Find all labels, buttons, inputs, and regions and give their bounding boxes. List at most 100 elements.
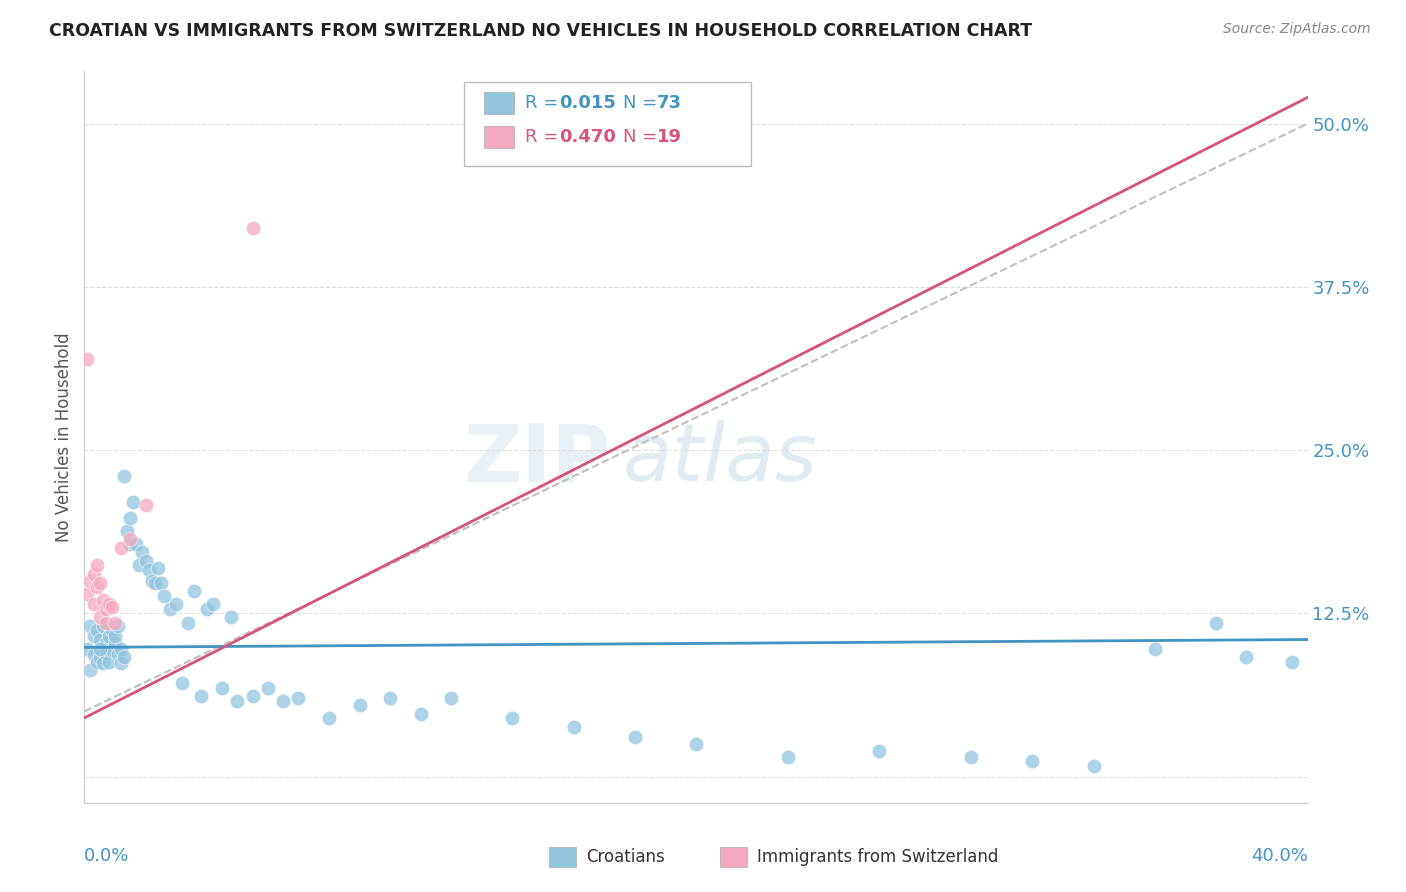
Point bbox=[141, 574, 163, 588]
Point bbox=[122, 495, 145, 509]
FancyBboxPatch shape bbox=[464, 82, 751, 167]
Point bbox=[101, 643, 124, 657]
Point bbox=[76, 641, 98, 656]
Point bbox=[172, 675, 194, 690]
Text: Immigrants from Switzerland: Immigrants from Switzerland bbox=[758, 848, 998, 866]
Point bbox=[135, 498, 157, 512]
Point bbox=[91, 593, 114, 607]
FancyBboxPatch shape bbox=[484, 126, 513, 148]
Point bbox=[89, 610, 111, 624]
Text: R =: R = bbox=[524, 94, 564, 112]
Y-axis label: No Vehicles in Household: No Vehicles in Household bbox=[55, 332, 73, 542]
Point bbox=[242, 221, 264, 235]
Point bbox=[86, 558, 108, 573]
Text: Croatians: Croatians bbox=[586, 848, 665, 866]
Point bbox=[76, 587, 98, 601]
Point bbox=[226, 694, 249, 708]
Point bbox=[562, 720, 585, 734]
Point bbox=[128, 558, 150, 573]
Point bbox=[107, 647, 129, 661]
Point bbox=[89, 576, 111, 591]
Point bbox=[101, 599, 124, 614]
Point bbox=[76, 351, 98, 366]
FancyBboxPatch shape bbox=[484, 92, 513, 114]
Point bbox=[960, 750, 983, 764]
Point bbox=[89, 649, 111, 664]
Point bbox=[125, 537, 148, 551]
Text: 19: 19 bbox=[657, 128, 682, 146]
Point bbox=[89, 641, 111, 656]
Point bbox=[94, 646, 117, 660]
Point bbox=[149, 576, 172, 591]
Point bbox=[94, 602, 117, 616]
Point bbox=[177, 615, 200, 630]
Point bbox=[83, 648, 105, 663]
Text: atlas: atlas bbox=[623, 420, 817, 498]
Point bbox=[135, 554, 157, 568]
Point bbox=[165, 597, 187, 611]
Point bbox=[190, 689, 212, 703]
FancyBboxPatch shape bbox=[550, 847, 576, 867]
Point bbox=[120, 511, 142, 525]
Text: 0.015: 0.015 bbox=[560, 94, 616, 112]
Text: 0.0%: 0.0% bbox=[84, 847, 129, 864]
Point bbox=[104, 615, 127, 630]
Point bbox=[287, 691, 309, 706]
Point bbox=[112, 469, 135, 483]
Point bbox=[83, 567, 105, 582]
Point bbox=[94, 636, 117, 650]
Point bbox=[1143, 641, 1166, 656]
Point bbox=[101, 624, 124, 638]
Point bbox=[869, 743, 891, 757]
FancyBboxPatch shape bbox=[720, 847, 748, 867]
Text: R =: R = bbox=[524, 128, 564, 146]
Point bbox=[112, 649, 135, 664]
Point bbox=[79, 574, 101, 588]
Point bbox=[83, 629, 105, 643]
Text: 40.0%: 40.0% bbox=[1251, 847, 1308, 864]
Point bbox=[97, 629, 120, 643]
Point bbox=[86, 624, 108, 638]
Point bbox=[211, 681, 233, 695]
Text: N =: N = bbox=[623, 128, 662, 146]
Point bbox=[685, 737, 707, 751]
Point bbox=[219, 610, 242, 624]
Point bbox=[79, 663, 101, 677]
Point bbox=[115, 524, 138, 538]
Point bbox=[91, 619, 114, 633]
Point bbox=[120, 532, 142, 546]
Point bbox=[86, 580, 108, 594]
Point bbox=[89, 632, 111, 647]
Point bbox=[349, 698, 371, 712]
Text: 0.470: 0.470 bbox=[560, 128, 616, 146]
Point bbox=[153, 590, 176, 604]
Point bbox=[271, 694, 294, 708]
Point bbox=[110, 641, 132, 656]
Point bbox=[380, 691, 402, 706]
Text: N =: N = bbox=[623, 94, 662, 112]
Point bbox=[257, 681, 280, 695]
Point bbox=[1281, 655, 1303, 669]
Point bbox=[624, 731, 647, 745]
Point bbox=[83, 597, 105, 611]
Point bbox=[1021, 754, 1043, 768]
Point bbox=[318, 711, 340, 725]
Point bbox=[502, 711, 524, 725]
Point bbox=[143, 576, 166, 591]
Point bbox=[159, 602, 181, 616]
Point bbox=[91, 656, 114, 670]
Point bbox=[1236, 649, 1258, 664]
Point bbox=[242, 689, 264, 703]
Point bbox=[104, 636, 127, 650]
Point bbox=[776, 750, 799, 764]
Point bbox=[440, 691, 463, 706]
Point bbox=[79, 619, 101, 633]
Point bbox=[138, 563, 160, 577]
Point bbox=[183, 584, 205, 599]
Text: 73: 73 bbox=[657, 94, 682, 112]
Point bbox=[131, 545, 153, 559]
Point bbox=[409, 706, 432, 721]
Point bbox=[97, 597, 120, 611]
Point bbox=[201, 597, 224, 611]
Point bbox=[107, 619, 129, 633]
